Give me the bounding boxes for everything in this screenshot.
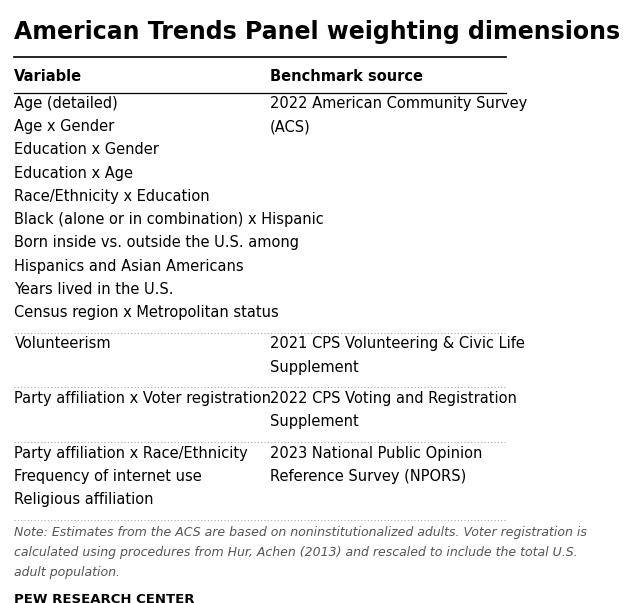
Text: Education x Gender: Education x Gender [14,142,159,157]
Text: Frequency of internet use: Frequency of internet use [14,469,202,484]
Text: Education x Age: Education x Age [14,166,133,181]
Text: Age (detailed): Age (detailed) [14,96,118,111]
Text: Born inside vs. outside the U.S. among: Born inside vs. outside the U.S. among [14,235,300,250]
Text: Hispanics and Asian Americans: Hispanics and Asian Americans [14,259,244,274]
Text: adult population.: adult population. [14,566,120,579]
Text: Race/Ethnicity x Education: Race/Ethnicity x Education [14,189,210,204]
Text: 2021 CPS Volunteering & Civic Life: 2021 CPS Volunteering & Civic Life [270,336,525,352]
Text: calculated using procedures from Hur, Achen (2013) and rescaled to include the t: calculated using procedures from Hur, Ac… [14,546,578,559]
Text: (ACS): (ACS) [270,119,311,134]
Text: Supplement: Supplement [270,414,359,429]
Text: Benchmark source: Benchmark source [270,69,423,84]
Text: Religious affiliation: Religious affiliation [14,492,154,507]
Text: PEW RESEARCH CENTER: PEW RESEARCH CENTER [14,593,195,603]
Text: American Trends Panel weighting dimensions: American Trends Panel weighting dimensio… [14,21,621,45]
Text: Volunteerism: Volunteerism [14,336,111,352]
Text: 2022 American Community Survey: 2022 American Community Survey [270,96,527,111]
Text: Supplement: Supplement [270,360,359,374]
Text: Note: Estimates from the ACS are based on noninstitutionalized adults. Voter reg: Note: Estimates from the ACS are based o… [14,526,588,539]
Text: Census region x Metropolitan status: Census region x Metropolitan status [14,305,279,320]
Text: 2023 National Public Opinion: 2023 National Public Opinion [270,446,483,461]
Text: Party affiliation x Voter registration: Party affiliation x Voter registration [14,391,271,406]
Text: Party affiliation x Race/Ethnicity: Party affiliation x Race/Ethnicity [14,446,248,461]
Text: Reference Survey (NPORS): Reference Survey (NPORS) [270,469,467,484]
Text: 2022 CPS Voting and Registration: 2022 CPS Voting and Registration [270,391,517,406]
Text: Variable: Variable [14,69,83,84]
Text: Black (alone or in combination) x Hispanic: Black (alone or in combination) x Hispan… [14,212,324,227]
Text: Years lived in the U.S.: Years lived in the U.S. [14,282,174,297]
Text: Age x Gender: Age x Gender [14,119,115,134]
